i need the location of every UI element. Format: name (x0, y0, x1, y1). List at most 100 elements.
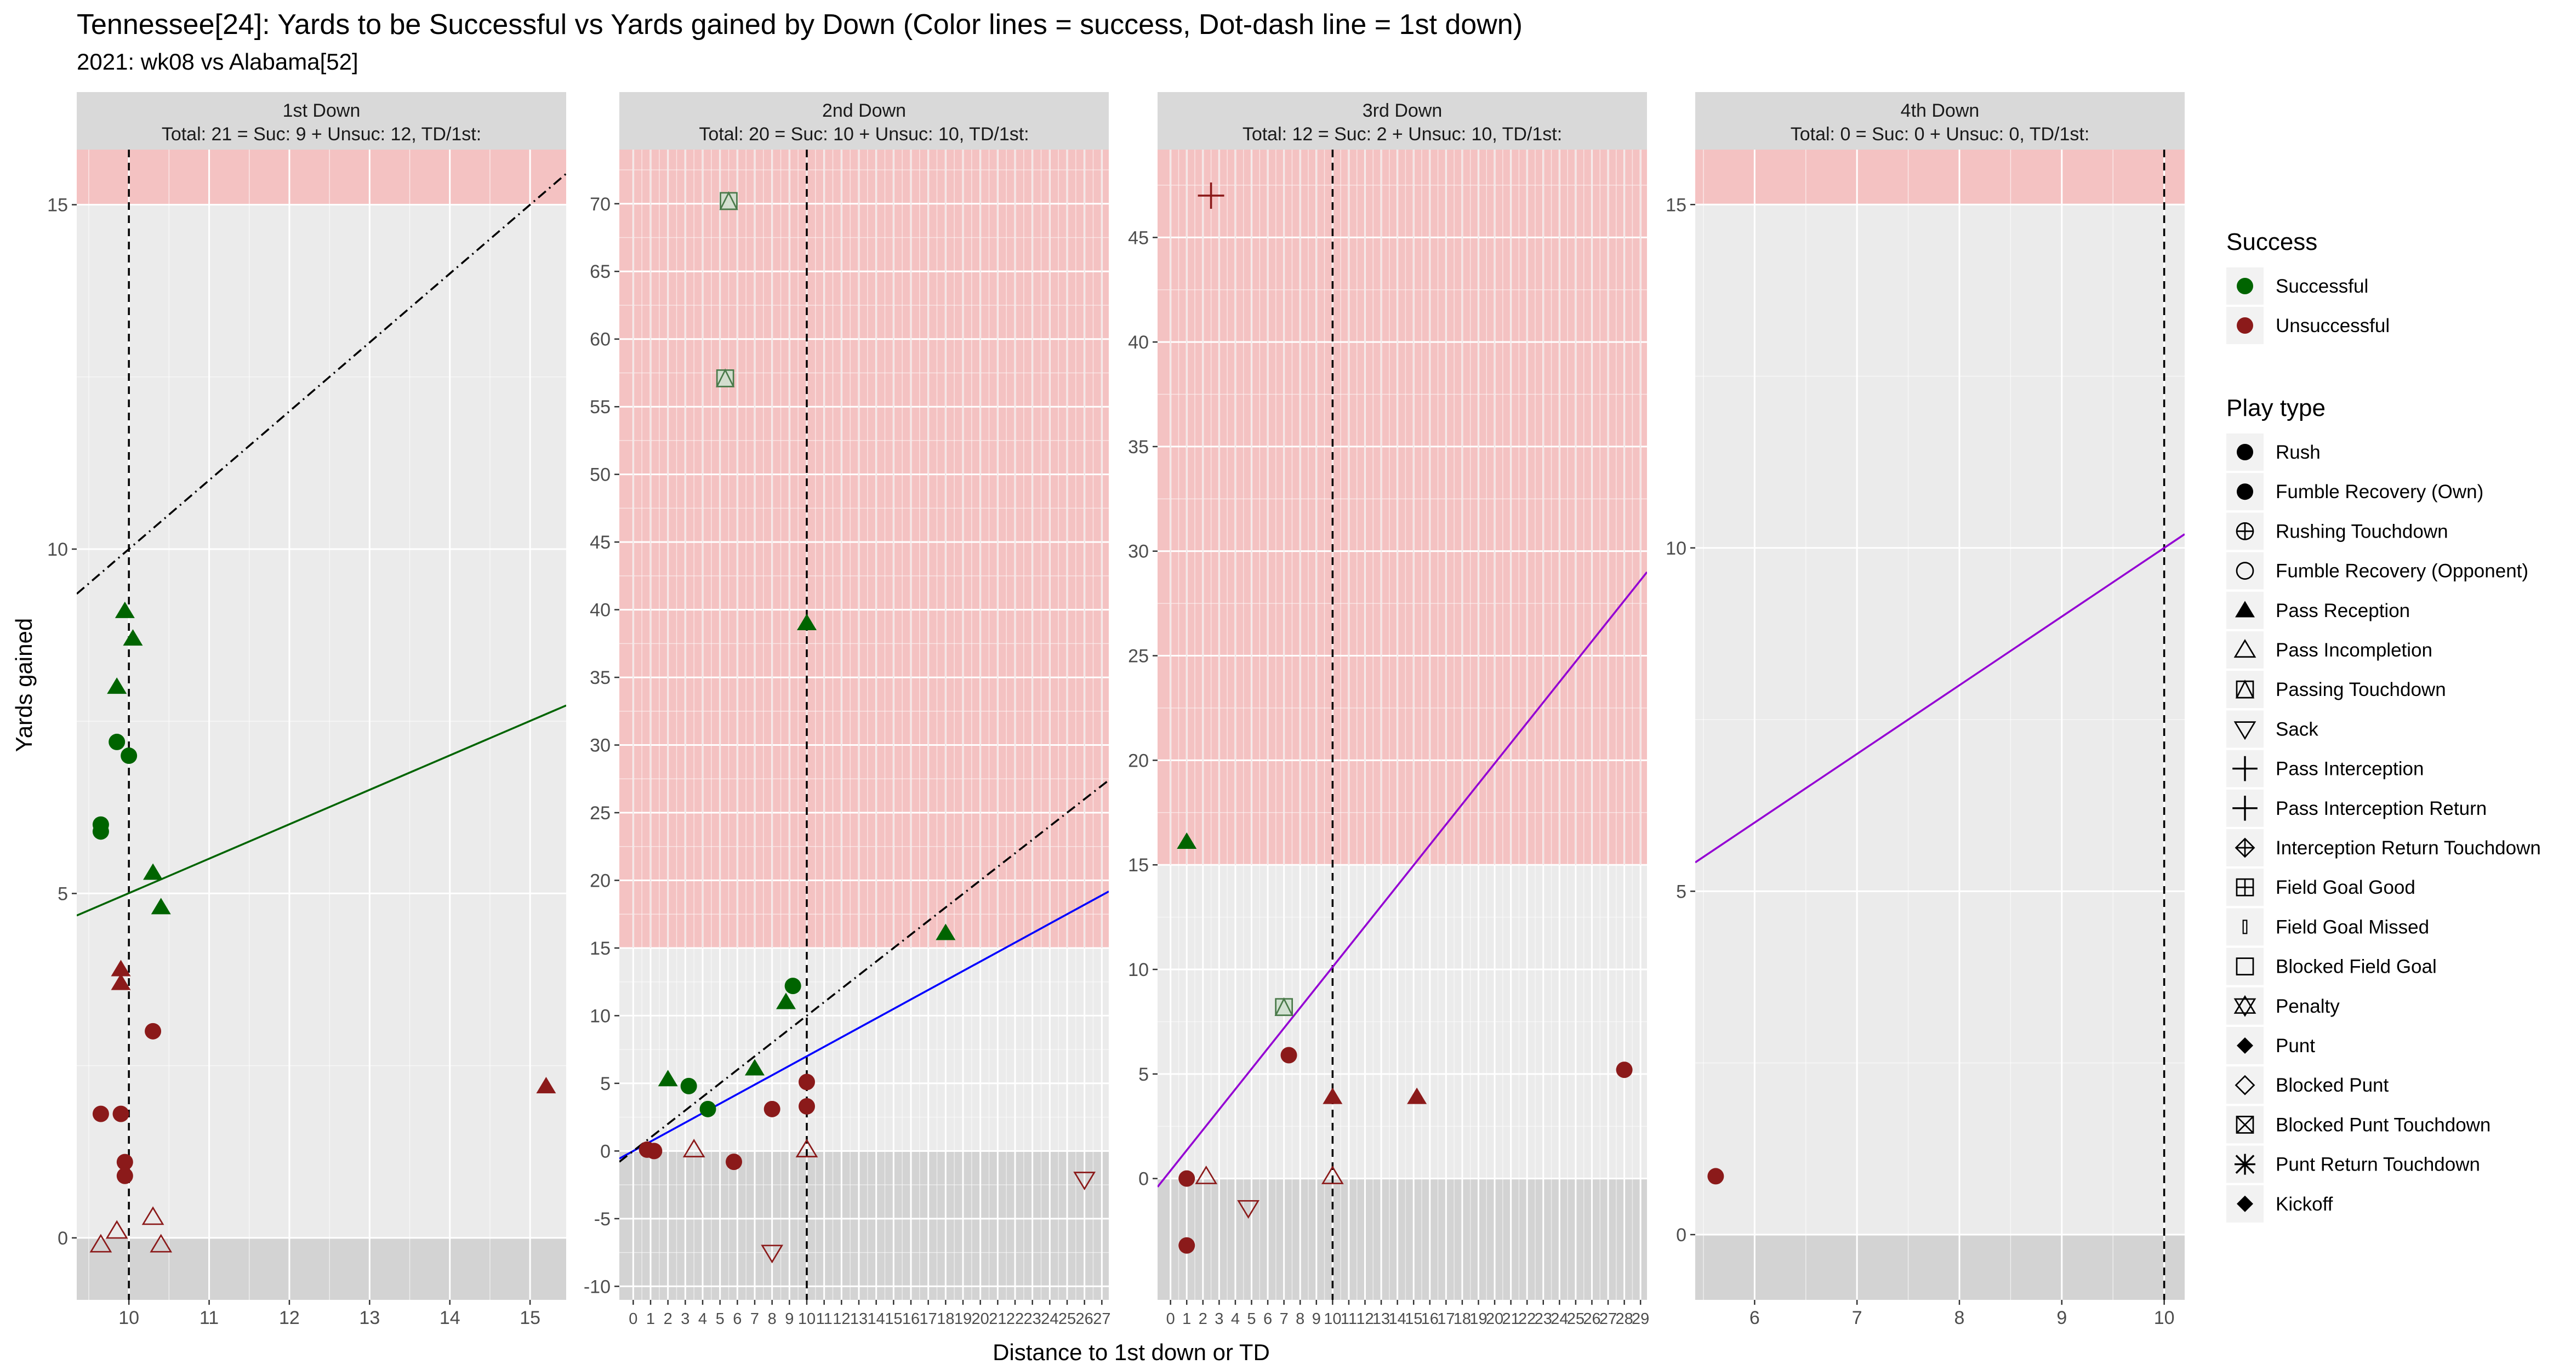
y-axis-label: Yards gained (11, 618, 37, 752)
legend-success-swatch (2237, 317, 2253, 334)
x-tick-label: 10 (798, 1310, 816, 1328)
data-points (1177, 182, 1633, 1254)
data-point (1280, 1047, 1297, 1064)
x-tick-label: 24 (1041, 1310, 1058, 1328)
x-tick-label: 3 (1215, 1310, 1223, 1328)
legend-playtype-title: Play type (2226, 395, 2326, 421)
data-point (784, 978, 801, 995)
legend-playtype-symbol (2236, 562, 2254, 580)
panel-background (77, 150, 566, 1300)
legend-playtype-symbol (2237, 444, 2253, 460)
x-tick-label: 23 (1535, 1310, 1552, 1328)
grid-lines (1158, 150, 1647, 1300)
legend-playtype-symbol (2233, 639, 2256, 658)
data-point (1323, 1087, 1343, 1104)
legend: Success Successful Unsuccessful Play type Ru… (2226, 229, 2541, 1223)
x-tick-label: 15 (885, 1310, 902, 1328)
y-tick-label: 10 (47, 539, 68, 560)
data-point (121, 747, 138, 764)
legend-playtype-label: Penalty (2276, 996, 2340, 1017)
y-tick-label: 5 (1138, 1064, 1149, 1085)
data-point (141, 1206, 164, 1225)
x-tick-label: 4 (698, 1310, 707, 1328)
data-point (1407, 1087, 1427, 1104)
data-point (799, 1098, 815, 1115)
y-tick-label: -10 (584, 1276, 611, 1297)
data-point (699, 1100, 716, 1117)
x-tick-label: 23 (1024, 1310, 1041, 1328)
facet-strip-label: 2nd Down (822, 100, 906, 121)
legend-playtype-label: Kickoff (2276, 1194, 2333, 1215)
x-tick-label: 12 (279, 1308, 300, 1328)
facet-first: 1st Down Total: 21 = Suc: 9 + Unsuc: 12, … (47, 92, 566, 1328)
legend-playtype-label: Fumble Recovery (Own) (2276, 481, 2483, 503)
legend-key-bg (2226, 908, 2264, 946)
data-point (115, 601, 135, 618)
legend-key-bg (2226, 671, 2264, 709)
data-point (1198, 182, 1224, 209)
data-point (89, 1234, 112, 1253)
data-point (150, 1234, 173, 1253)
x-tick-label: 16 (1421, 1310, 1439, 1328)
data-point (1178, 1237, 1195, 1254)
data-point (1178, 1170, 1195, 1187)
x-tick-label: 21 (989, 1310, 1006, 1328)
facet-strip-label: 1st Down (283, 100, 361, 121)
axes: 6 7 8 9 10 0 5 10 15 (1666, 195, 2174, 1328)
x-tick-label: 14 (868, 1310, 885, 1328)
y-tick-label: 55 (590, 397, 611, 418)
x-tick-label: 18 (937, 1310, 954, 1328)
data-point (112, 1105, 129, 1122)
x-tick-label: 12 (833, 1310, 850, 1328)
data-point (1707, 1168, 1724, 1185)
legend-key-bg (2226, 1066, 2264, 1104)
facet-strip (619, 92, 1109, 150)
data-points (89, 601, 556, 1253)
y-tick-label: 45 (590, 532, 611, 553)
legend-success-swatch (2237, 278, 2253, 294)
x-tick-label: 17 (920, 1310, 937, 1328)
legend-success-label: Successful (2276, 276, 2368, 297)
data-points (639, 191, 1096, 1264)
data-point (719, 191, 738, 210)
data-point (745, 1059, 765, 1076)
x-tick-label: 11 (200, 1308, 219, 1328)
legend-playtype-label: Pass Interception (2276, 758, 2424, 780)
negative-band (77, 1237, 566, 1300)
legend-playtype-label: Passing Touchdown (2276, 679, 2446, 700)
y-tick-label: 0 (58, 1228, 68, 1249)
x-tick-label: 14 (440, 1308, 460, 1328)
x-tick-label: 20 (972, 1310, 989, 1328)
chart-subtitle: 2021: wk08 vs Alabama[52] (77, 49, 358, 75)
data-point (151, 898, 171, 915)
x-tick-label: 16 (902, 1310, 920, 1328)
legend-playtype-symbol (2235, 1154, 2255, 1175)
facet-strip (77, 92, 566, 150)
y-tick-label: 0 (1676, 1225, 1686, 1246)
facet-panels: 1st Down Total: 21 = Suc: 9 + Unsuc: 12, … (47, 92, 2185, 1328)
x-tick-label: 24 (1551, 1310, 1568, 1328)
y-tick-label: 25 (1128, 646, 1149, 667)
x-tick-label: 9 (1312, 1310, 1321, 1328)
x-tick-label: 6 (733, 1310, 742, 1328)
grid-lines (619, 150, 1109, 1300)
legend-playtype-label: Pass Reception (2276, 600, 2410, 621)
success-threshold-line (1695, 533, 2185, 864)
x-tick-label: 10 (118, 1308, 139, 1328)
facet-strip (1158, 92, 1647, 150)
legend-playtype-symbol (2232, 796, 2258, 821)
data-point (799, 1074, 815, 1091)
x-tick-label: 25 (1567, 1310, 1585, 1328)
legend-key-bg (2226, 710, 2264, 748)
x-tick-label: 13 (1372, 1310, 1390, 1328)
x-tick-label: 0 (629, 1310, 637, 1328)
y-tick-label: 30 (1128, 541, 1149, 562)
data-point (680, 1077, 697, 1094)
data-point (936, 923, 956, 940)
facet-strip-summary: Total: 20 = Suc: 10 + Unsuc: 10, TD/1st: (699, 124, 1029, 145)
x-tick-label: 7 (1280, 1310, 1289, 1328)
x-tick-label: 5 (1247, 1310, 1256, 1328)
data-point (763, 1100, 780, 1117)
data-point (646, 1143, 663, 1160)
